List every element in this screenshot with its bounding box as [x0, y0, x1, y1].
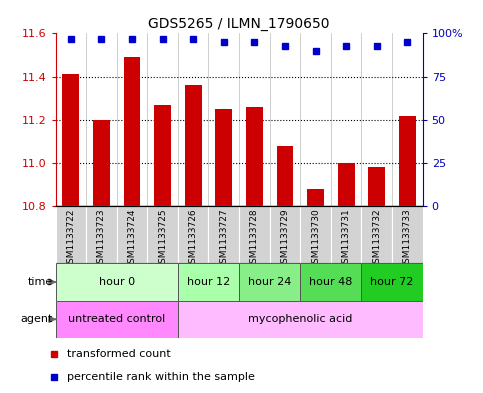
Title: GDS5265 / ILMN_1790650: GDS5265 / ILMN_1790650: [148, 17, 330, 31]
Bar: [209, 206, 239, 263]
Bar: [147, 206, 178, 263]
Bar: [185, 85, 201, 206]
Bar: [300, 263, 361, 301]
Text: hour 48: hour 48: [309, 277, 353, 287]
Text: hour 12: hour 12: [187, 277, 230, 287]
Bar: [399, 116, 416, 206]
Text: agent: agent: [21, 314, 53, 324]
Bar: [178, 206, 209, 263]
Text: GSM1133730: GSM1133730: [311, 208, 320, 269]
Text: GSM1133723: GSM1133723: [97, 208, 106, 269]
Bar: [270, 206, 300, 263]
Bar: [56, 206, 86, 263]
Text: GSM1133732: GSM1133732: [372, 208, 381, 269]
Bar: [117, 206, 147, 263]
Bar: [338, 163, 355, 206]
Text: GSM1133729: GSM1133729: [281, 208, 289, 269]
Text: time: time: [28, 277, 53, 287]
Text: GSM1133733: GSM1133733: [403, 208, 412, 269]
Text: GSM1133726: GSM1133726: [189, 208, 198, 269]
Bar: [239, 206, 270, 263]
Text: GSM1133727: GSM1133727: [219, 208, 228, 269]
Bar: [56, 301, 178, 338]
Text: hour 72: hour 72: [370, 277, 414, 287]
Text: GSM1133725: GSM1133725: [158, 208, 167, 269]
Bar: [93, 120, 110, 206]
Bar: [369, 167, 385, 206]
Bar: [361, 263, 423, 301]
Bar: [124, 57, 141, 206]
Bar: [178, 301, 423, 338]
Bar: [239, 263, 300, 301]
Text: untreated control: untreated control: [68, 314, 165, 324]
Bar: [246, 107, 263, 206]
Text: percentile rank within the sample: percentile rank within the sample: [67, 372, 255, 382]
Bar: [277, 146, 293, 206]
Text: transformed count: transformed count: [67, 349, 171, 359]
Text: GSM1133722: GSM1133722: [66, 208, 75, 268]
Text: hour 0: hour 0: [99, 277, 135, 287]
Bar: [215, 109, 232, 206]
Bar: [331, 206, 361, 263]
Text: mycophenolic acid: mycophenolic acid: [248, 314, 353, 324]
Bar: [300, 206, 331, 263]
Bar: [86, 206, 117, 263]
Text: GSM1133731: GSM1133731: [341, 208, 351, 269]
Text: GSM1133728: GSM1133728: [250, 208, 259, 269]
Bar: [392, 206, 423, 263]
Text: GSM1133724: GSM1133724: [128, 208, 137, 268]
Bar: [154, 105, 171, 206]
Text: hour 24: hour 24: [248, 277, 291, 287]
Bar: [62, 74, 79, 206]
Bar: [178, 263, 239, 301]
Bar: [361, 206, 392, 263]
Bar: [56, 263, 178, 301]
Bar: [307, 189, 324, 206]
